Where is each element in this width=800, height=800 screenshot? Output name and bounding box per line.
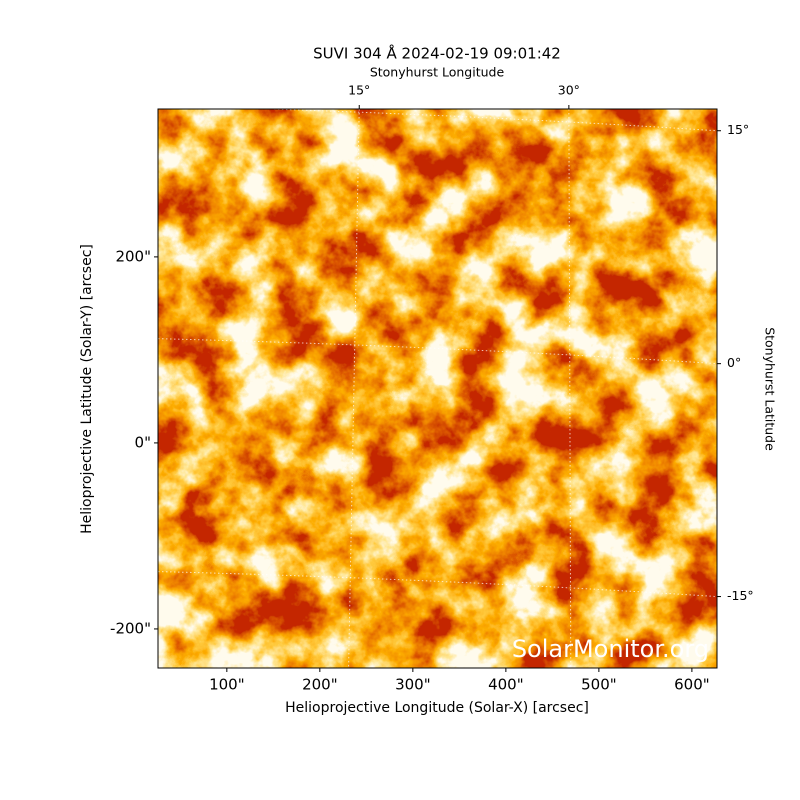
solar-texture — [158, 109, 717, 668]
x2-axis-label: Stonyhurst Longitude — [370, 65, 505, 80]
x-axis-label: Helioprojective Longitude (Solar-X) [arc… — [285, 700, 589, 716]
y-axis-label: Helioprojective Latitude (Solar-Y) [arcs… — [79, 244, 95, 534]
x-tick-label: 500" — [581, 676, 617, 694]
x-tick-label: 600" — [674, 676, 710, 694]
y2-tick-label: -15° — [727, 588, 754, 603]
y-tick-label: 0" — [135, 433, 151, 451]
y2-tick-label: 15° — [727, 122, 749, 137]
x-tick-label: 400" — [488, 676, 524, 694]
y2-tick-label: 0° — [727, 355, 741, 370]
y-tick-label: 200" — [115, 247, 151, 265]
x2-tick-label: 30° — [558, 83, 580, 98]
watermark: SolarMonitor.org — [512, 635, 709, 663]
y-tick-label: -200" — [110, 619, 151, 637]
y2-axis-label: Stonyhurst Latitude — [763, 327, 778, 451]
x-tick-label: 200" — [302, 676, 338, 694]
plot-frame — [157, 108, 718, 669]
chart-title: SUVI 304 Å 2024-02-19 09:01:42 — [313, 44, 561, 63]
longitude-grid-line — [348, 109, 360, 668]
x2-tick-label: 15° — [348, 83, 370, 98]
longitude-grid-line — [568, 109, 572, 668]
x-tick-label: 100" — [209, 676, 245, 694]
x-tick-label: 300" — [395, 676, 431, 694]
